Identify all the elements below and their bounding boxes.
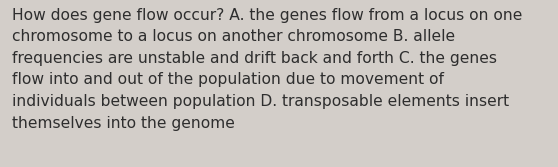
Text: How does gene flow occur? A. the genes flow from a locus on one
chromosome to a : How does gene flow occur? A. the genes f… xyxy=(12,8,523,131)
